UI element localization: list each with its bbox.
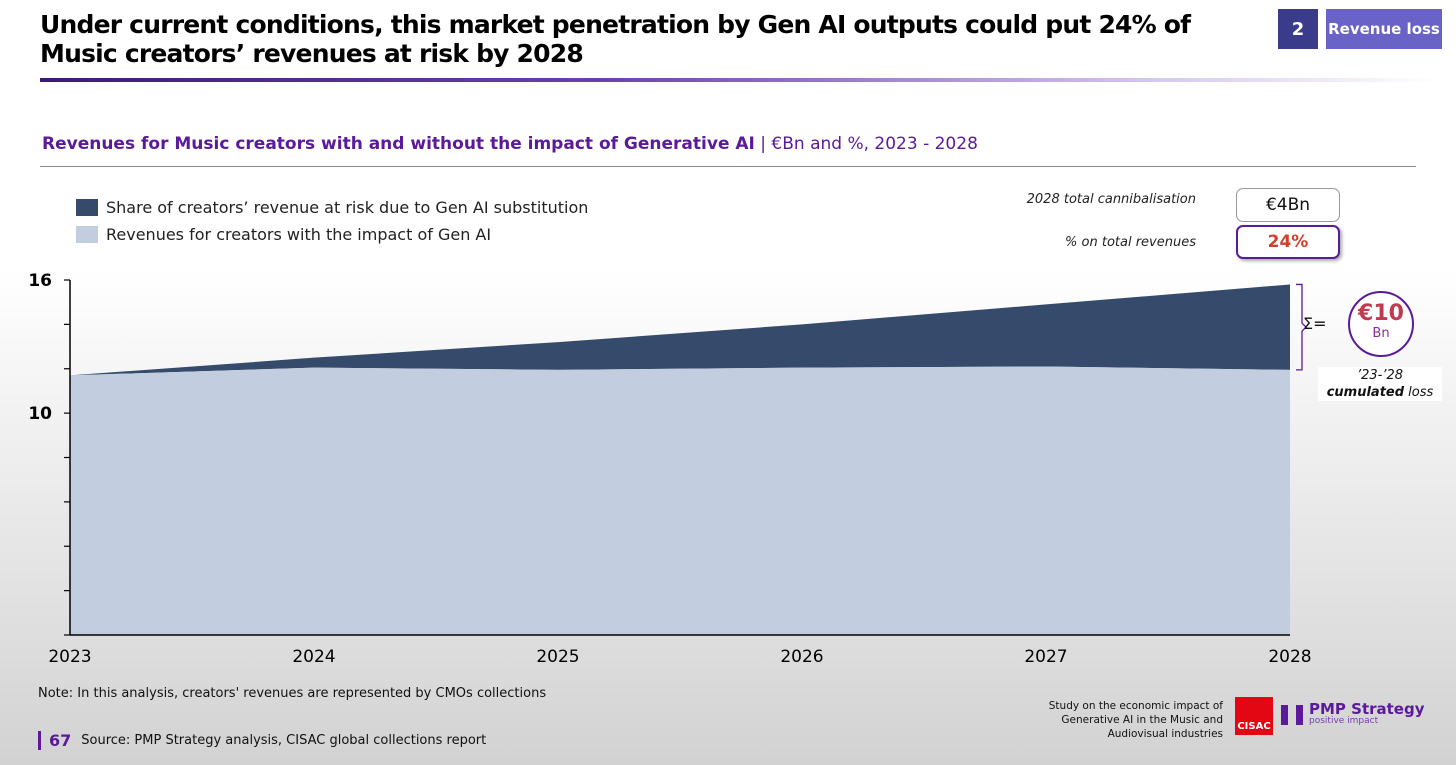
x-tick-label: 2026: [780, 647, 823, 667]
kpi-pct-value: 24%: [1236, 225, 1340, 259]
cumulated-loss-circle: €10 Bn: [1348, 291, 1414, 357]
x-tick-label: 2027: [1024, 647, 1067, 667]
pmp-logo-mark: [1281, 705, 1303, 725]
area-with-ai: [70, 366, 1290, 635]
cumulated-unit: Bn: [1372, 326, 1390, 341]
kpi-total-value: €4Bn: [1236, 188, 1340, 222]
cisac-logo: CISAC: [1235, 697, 1273, 735]
subtitle-divider: [40, 166, 1416, 167]
legend-item-with-ai: Revenues for creators with the impact of…: [76, 225, 491, 244]
section-label-badge: Revenue loss: [1326, 9, 1442, 49]
source-text: Source: PMP Strategy analysis, CISAC glo…: [81, 733, 487, 748]
x-tick-label: 2028: [1268, 647, 1311, 667]
cumulated-years: ’23-’28: [1356, 368, 1404, 383]
pmp-logo-tag: positive impact: [1309, 716, 1379, 726]
legend-item-at-risk: Share of creators’ revenue at risk due t…: [76, 198, 588, 217]
y-tick-label: 10: [28, 404, 52, 424]
footnote: Note: In this analysis, creators' revenu…: [38, 686, 547, 701]
pmp-logo: PMP Strategy positive impact: [1281, 700, 1425, 727]
title-divider: [40, 78, 1440, 82]
x-tick-label: 2024: [292, 647, 335, 667]
cumulated-caption-rest: loss: [1404, 385, 1434, 400]
bracket: [1296, 283, 1307, 371]
cumulated-caption-bold: cumulated: [1326, 385, 1405, 400]
x-tick-label: 2025: [536, 647, 579, 667]
page-title: Under current conditions, this market pe…: [40, 10, 1191, 68]
legend-label: Revenues for creators with the impact of…: [106, 225, 492, 244]
chart-subtitle-bold: Revenues for Music creators with and wit…: [42, 134, 755, 154]
legend-swatch: [76, 226, 98, 243]
pmp-logo-name: PMP Strategy: [1309, 700, 1425, 718]
chart-subtitle-units: | €Bn and %, 2023 - 2028: [754, 134, 978, 154]
x-tick-label: 2023: [48, 647, 91, 667]
study-caption: Study on the economic impact of Generati…: [1048, 700, 1223, 740]
legend-label: Share of creators’ revenue at risk due t…: [106, 198, 589, 217]
section-number-badge: 2: [1278, 9, 1318, 49]
kpi-pct-label: % on total revenues: [1020, 230, 1200, 256]
sigma-label: Σ=: [1303, 314, 1327, 333]
chart-subtitle: Revenues for Music creators with and wit…: [42, 134, 978, 154]
legend-swatch: [76, 199, 98, 216]
cisac-logo-text: CISAC: [1237, 721, 1271, 732]
page-number: 67: [38, 731, 71, 750]
cumulated-value: €10: [1358, 301, 1404, 326]
kpi-total-label: 2028 total cannibalisation: [1020, 190, 1200, 210]
source-line: 67 Source: PMP Strategy analysis, CISAC …: [38, 731, 486, 750]
area-at-risk: [70, 284, 1290, 376]
y-tick-label: 16: [28, 271, 52, 291]
